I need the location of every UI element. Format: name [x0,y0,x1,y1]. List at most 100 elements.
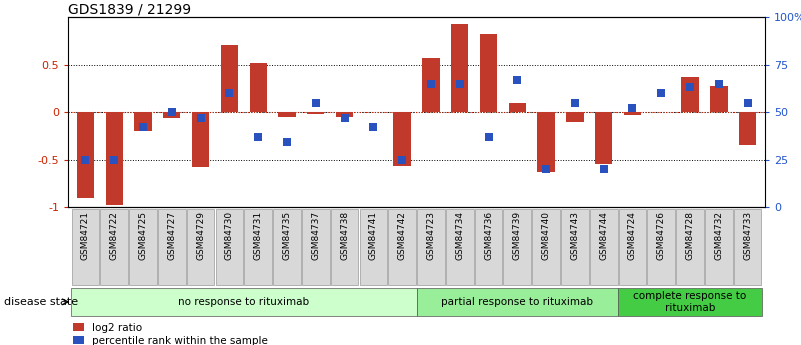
Bar [278,112,296,117]
Point [252,134,264,139]
Text: GSM84727: GSM84727 [167,211,176,260]
Text: GSM84731: GSM84731 [254,211,263,260]
FancyBboxPatch shape [71,288,417,316]
Point [165,109,178,115]
FancyBboxPatch shape [590,209,618,285]
Bar [135,112,151,131]
Bar [682,77,698,112]
FancyBboxPatch shape [388,209,416,285]
FancyBboxPatch shape [618,209,646,285]
Point [684,85,697,90]
FancyBboxPatch shape [561,209,589,285]
FancyBboxPatch shape [302,209,329,285]
FancyBboxPatch shape [734,209,762,285]
FancyBboxPatch shape [215,209,244,285]
Point [280,140,293,145]
FancyBboxPatch shape [647,209,675,285]
FancyBboxPatch shape [273,209,300,285]
FancyBboxPatch shape [446,209,473,285]
Bar [336,112,353,117]
Point [540,166,553,172]
Point [741,100,754,106]
Point [511,77,524,83]
Point [108,157,121,162]
Text: GSM84742: GSM84742 [397,211,407,260]
Text: GDS1839 / 21299: GDS1839 / 21299 [68,2,191,16]
FancyBboxPatch shape [676,209,704,285]
Text: partial response to rituximab: partial response to rituximab [441,297,594,307]
FancyBboxPatch shape [618,288,762,316]
Point [655,90,668,96]
FancyBboxPatch shape [504,209,531,285]
Text: disease state: disease state [4,297,78,307]
Text: GSM84722: GSM84722 [110,211,119,260]
Bar [163,112,180,118]
Text: GSM84743: GSM84743 [570,211,579,260]
FancyBboxPatch shape [187,209,215,285]
Text: GSM84724: GSM84724 [628,211,637,260]
Bar [595,112,612,164]
Bar [249,63,267,112]
Text: GSM84737: GSM84737 [312,211,320,260]
Point [396,157,409,162]
Point [309,100,322,106]
Bar [566,112,584,122]
Text: GSM84726: GSM84726 [657,211,666,260]
Text: GSM84725: GSM84725 [139,211,147,260]
Bar [537,112,555,172]
Text: GSM84721: GSM84721 [81,211,90,260]
Point [338,115,351,121]
Text: GSM84741: GSM84741 [368,211,378,260]
Bar [480,34,497,112]
Text: GSM84736: GSM84736 [484,211,493,260]
Point [626,106,639,111]
Text: GSM84730: GSM84730 [225,211,234,260]
Text: GSM84740: GSM84740 [541,211,550,260]
Bar [451,24,469,112]
Text: GSM84733: GSM84733 [743,211,752,260]
Bar [624,112,641,115]
FancyBboxPatch shape [533,209,560,285]
Bar [509,103,526,112]
Text: GSM84723: GSM84723 [426,211,436,260]
Bar [106,112,123,205]
FancyBboxPatch shape [244,209,272,285]
Bar [393,112,411,166]
Point [136,125,149,130]
Text: GSM84729: GSM84729 [196,211,205,260]
Point [223,90,235,96]
FancyBboxPatch shape [417,209,445,285]
Point [367,125,380,130]
Bar [710,86,727,112]
Bar [739,112,756,145]
FancyBboxPatch shape [705,209,733,285]
Point [712,81,725,87]
Bar [221,45,238,112]
Bar [192,112,209,167]
Text: GSM84734: GSM84734 [455,211,465,260]
FancyBboxPatch shape [100,209,128,285]
Bar [422,58,440,112]
Point [79,157,92,162]
Legend: log2 ratio, percentile rank within the sample: log2 ratio, percentile rank within the s… [74,323,268,345]
Text: GSM84735: GSM84735 [283,211,292,260]
Bar [77,112,94,197]
Point [569,100,582,106]
FancyBboxPatch shape [417,288,618,316]
Text: GSM84738: GSM84738 [340,211,349,260]
Point [482,134,495,139]
Text: GSM84732: GSM84732 [714,211,723,260]
Bar [307,112,324,114]
FancyBboxPatch shape [475,209,502,285]
Point [194,115,207,121]
Text: no response to rituximab: no response to rituximab [178,297,309,307]
Text: complete response to
rituximab: complete response to rituximab [634,291,747,313]
Point [453,81,466,87]
FancyBboxPatch shape [360,209,387,285]
Point [598,166,610,172]
Point [425,81,437,87]
FancyBboxPatch shape [129,209,157,285]
Text: GSM84744: GSM84744 [599,211,608,260]
FancyBboxPatch shape [158,209,186,285]
FancyBboxPatch shape [71,209,99,285]
